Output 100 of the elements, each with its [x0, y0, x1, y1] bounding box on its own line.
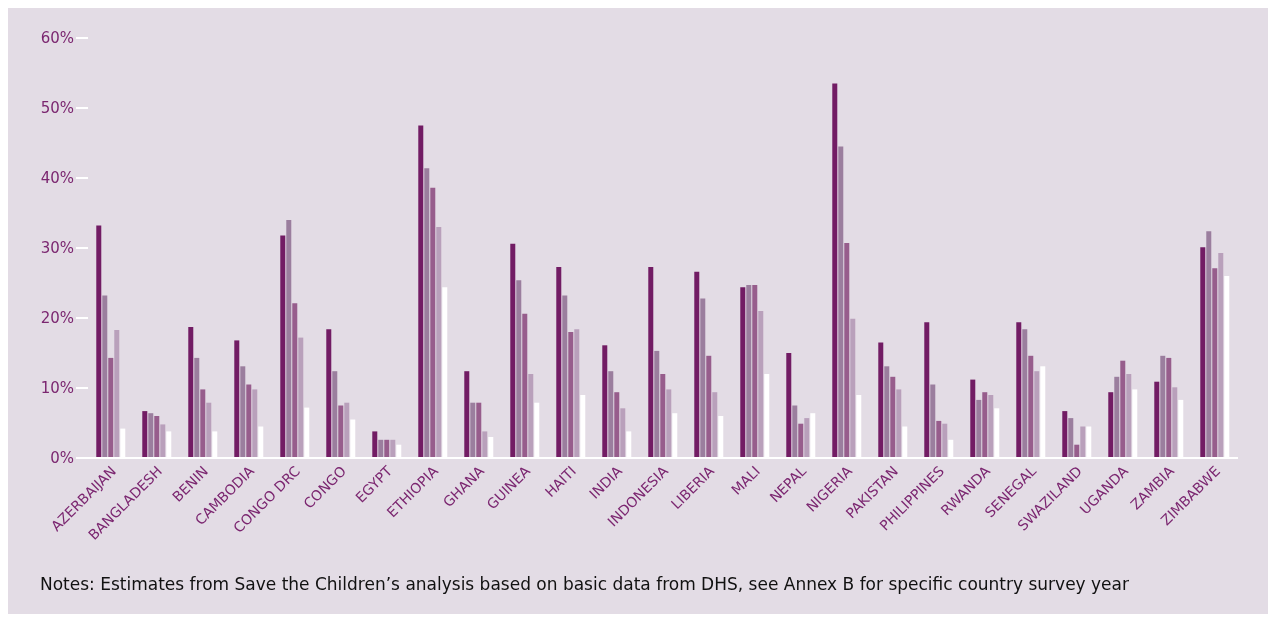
bar — [746, 285, 752, 458]
bar — [372, 431, 378, 458]
bar — [476, 402, 482, 458]
bar — [976, 399, 982, 458]
bar — [418, 125, 424, 458]
bar — [1022, 329, 1028, 458]
bar — [620, 408, 626, 458]
bar — [344, 402, 350, 458]
bar — [142, 411, 148, 458]
bar — [154, 416, 160, 458]
bar — [982, 392, 988, 458]
bar — [562, 295, 568, 458]
bar — [936, 420, 942, 458]
bar — [694, 271, 700, 458]
bar — [850, 318, 856, 458]
bar — [246, 384, 252, 458]
y-tick-label: 10% — [40, 379, 74, 398]
bar — [752, 285, 758, 458]
bar — [528, 374, 534, 458]
bar — [206, 402, 212, 458]
bar — [384, 439, 390, 458]
bar — [614, 392, 620, 458]
bar — [326, 329, 332, 458]
bar — [194, 357, 200, 458]
bar — [114, 329, 120, 458]
bar — [240, 366, 246, 458]
bar — [430, 187, 436, 458]
bar — [1028, 355, 1034, 458]
bar — [1200, 247, 1206, 458]
bar — [700, 298, 706, 458]
y-tick-label: 20% — [40, 309, 74, 328]
bar — [292, 303, 298, 458]
bar — [1108, 392, 1114, 458]
bar — [1016, 322, 1022, 458]
bar — [602, 345, 608, 458]
bar — [832, 83, 838, 458]
bar — [608, 371, 614, 458]
bar — [464, 371, 470, 458]
bar — [522, 313, 528, 458]
text: Notes: Estimates from Save the Children’s analysis based on basic data from DHS, see Annex B for specific country survey year — [40, 574, 1129, 594]
bar — [1068, 418, 1074, 458]
bar — [200, 389, 206, 458]
bar — [148, 413, 154, 458]
bar — [424, 168, 430, 458]
bar — [666, 389, 672, 458]
bar — [332, 371, 338, 458]
bar — [706, 355, 712, 458]
bar — [1172, 387, 1178, 458]
bar — [188, 327, 194, 458]
bar — [786, 353, 792, 458]
bar — [712, 392, 718, 458]
y-tick-label: 50% — [40, 99, 74, 118]
bar — [516, 280, 522, 458]
bar — [298, 337, 304, 458]
bar — [1218, 252, 1224, 458]
bar — [378, 439, 384, 458]
bar — [1120, 360, 1126, 458]
bar — [890, 376, 896, 458]
bar — [1160, 355, 1166, 458]
bar — [924, 322, 930, 458]
bar — [1062, 411, 1068, 458]
y-tick-label: 60% — [40, 29, 74, 48]
bar — [1154, 381, 1160, 458]
y-tick-label: 0% — [50, 449, 74, 468]
bar — [1166, 357, 1172, 458]
bar — [988, 395, 994, 458]
bar — [970, 379, 976, 458]
bar — [470, 402, 476, 458]
bar — [844, 243, 850, 458]
bar — [1212, 268, 1218, 458]
bar — [930, 384, 936, 458]
bar — [1206, 231, 1212, 458]
bar — [286, 220, 292, 458]
bar — [648, 266, 654, 458]
bar — [798, 423, 804, 458]
bar — [896, 389, 902, 458]
y-tick-label: 40% — [40, 169, 74, 188]
bar — [234, 340, 240, 458]
bar — [280, 235, 286, 458]
bar — [1074, 444, 1080, 458]
bar — [436, 227, 442, 458]
bar — [884, 366, 890, 458]
bar — [102, 295, 108, 458]
bar — [252, 389, 258, 458]
bar — [654, 350, 660, 458]
bar — [574, 329, 580, 458]
bar — [160, 424, 166, 458]
bar — [804, 418, 810, 458]
bar — [792, 405, 798, 458]
bar — [338, 405, 344, 458]
bar — [1126, 374, 1132, 458]
bar — [108, 357, 114, 458]
bar — [568, 332, 574, 458]
bar — [1080, 426, 1086, 458]
bar — [740, 287, 746, 458]
bar — [878, 342, 884, 458]
bar — [1034, 371, 1040, 458]
bar — [556, 266, 562, 458]
y-tick-label: 30% — [40, 239, 74, 258]
bar — [510, 243, 516, 458]
